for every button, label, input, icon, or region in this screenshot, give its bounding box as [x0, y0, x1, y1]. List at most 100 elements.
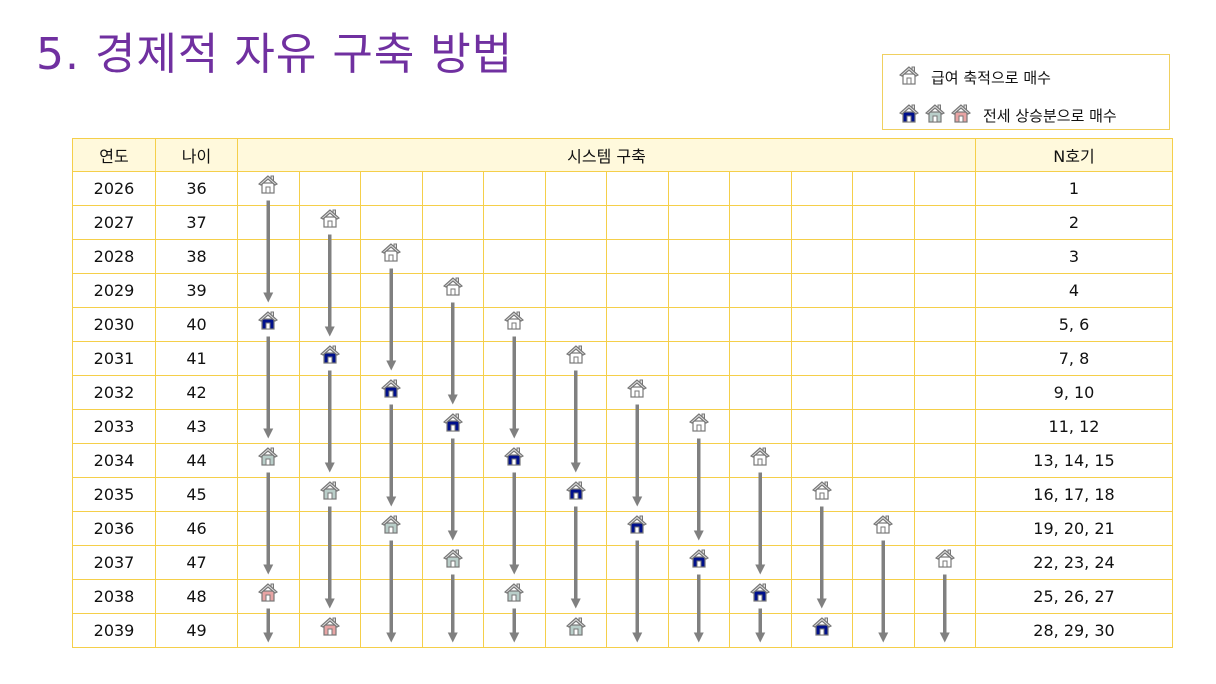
system-cell — [237, 613, 300, 648]
system-cell — [237, 307, 300, 342]
system-cell — [544, 579, 607, 614]
system-cell — [544, 273, 607, 308]
age-cell: 45 — [155, 477, 238, 512]
header-count: N호기 — [975, 138, 1173, 172]
system-cell — [237, 205, 300, 240]
house-teal-icon — [319, 480, 340, 504]
system-cell — [606, 545, 669, 580]
age-cell: 44 — [155, 443, 238, 478]
system-cell — [483, 273, 546, 308]
table-row: 2029 39 4 — [72, 273, 1173, 308]
system-cell — [237, 443, 300, 478]
legend-jeonse: 전세 상승분으로 매수 — [898, 103, 1117, 127]
system-cell — [421, 171, 484, 206]
house-outline-icon — [565, 344, 586, 368]
system-cell — [298, 443, 361, 478]
system-cell — [606, 205, 669, 240]
system-cell — [298, 579, 361, 614]
system-cell — [790, 307, 853, 342]
year-cell: 2037 — [72, 545, 156, 580]
house-outline-icon — [811, 480, 832, 504]
system-cell — [852, 443, 915, 478]
system-cell — [606, 579, 669, 614]
system-cell — [483, 511, 546, 546]
system-cell — [729, 409, 792, 444]
house-outline-icon — [319, 208, 340, 232]
system-cell — [237, 171, 300, 206]
system-cell — [421, 477, 484, 512]
system-cell — [729, 545, 792, 580]
count-cell: 16, 17, 18 — [975, 477, 1173, 512]
system-cell — [360, 239, 423, 274]
system-cell — [298, 273, 361, 308]
system-cell — [421, 579, 484, 614]
year-cell: 2033 — [72, 409, 156, 444]
system-cell — [913, 477, 976, 512]
system-cell — [729, 341, 792, 376]
age-cell: 36 — [155, 171, 238, 206]
system-cell — [360, 579, 423, 614]
system-cell — [483, 341, 546, 376]
system-cell — [913, 545, 976, 580]
system-cell — [421, 239, 484, 274]
house-blue-icon — [688, 548, 709, 572]
system-cell — [298, 307, 361, 342]
system-cell — [298, 409, 361, 444]
system-cell — [544, 545, 607, 580]
system-cell — [606, 409, 669, 444]
system-cell — [298, 341, 361, 376]
table-row: 2032 42 9, 10 — [72, 375, 1173, 410]
house-pink-icon — [319, 616, 340, 640]
count-cell: 7, 8 — [975, 341, 1173, 376]
count-cell: 5, 6 — [975, 307, 1173, 342]
system-cell — [421, 613, 484, 648]
system-cell — [729, 171, 792, 206]
system-cell — [790, 171, 853, 206]
count-cell: 9, 10 — [975, 375, 1173, 410]
system-cell — [852, 511, 915, 546]
system-cell — [852, 375, 915, 410]
system-cell — [360, 205, 423, 240]
system-cell — [852, 579, 915, 614]
system-cell — [483, 375, 546, 410]
year-cell: 2034 — [72, 443, 156, 478]
system-cell — [667, 239, 730, 274]
system-cell — [667, 205, 730, 240]
system-cell — [237, 239, 300, 274]
system-cell — [298, 613, 361, 648]
system-cell — [237, 545, 300, 580]
system-cell — [544, 477, 607, 512]
system-cell — [852, 545, 915, 580]
system-cell — [852, 171, 915, 206]
house-outline-icon — [258, 174, 279, 198]
system-cell — [729, 307, 792, 342]
system-cell — [606, 443, 669, 478]
age-cell: 46 — [155, 511, 238, 546]
age-cell: 49 — [155, 613, 238, 648]
system-cell — [667, 341, 730, 376]
system-cell — [606, 477, 669, 512]
system-cell — [298, 511, 361, 546]
year-cell: 2030 — [72, 307, 156, 342]
age-cell: 39 — [155, 273, 238, 308]
house-teal-icon — [924, 103, 946, 127]
system-cell — [544, 171, 607, 206]
system-cell — [606, 375, 669, 410]
system-cell — [667, 273, 730, 308]
year-cell: 2035 — [72, 477, 156, 512]
count-cell: 1 — [975, 171, 1173, 206]
system-cell — [667, 579, 730, 614]
age-cell: 47 — [155, 545, 238, 580]
system-cell — [913, 307, 976, 342]
system-cell — [729, 205, 792, 240]
year-cell: 2036 — [72, 511, 156, 546]
house-outline-icon — [898, 65, 920, 89]
system-cell — [483, 613, 546, 648]
age-cell: 43 — [155, 409, 238, 444]
table-row: 2026 36 1 — [72, 171, 1173, 206]
house-pink-icon — [258, 582, 279, 606]
age-cell: 41 — [155, 341, 238, 376]
system-cell — [421, 511, 484, 546]
house-blue-icon — [565, 480, 586, 504]
system-cell — [298, 171, 361, 206]
